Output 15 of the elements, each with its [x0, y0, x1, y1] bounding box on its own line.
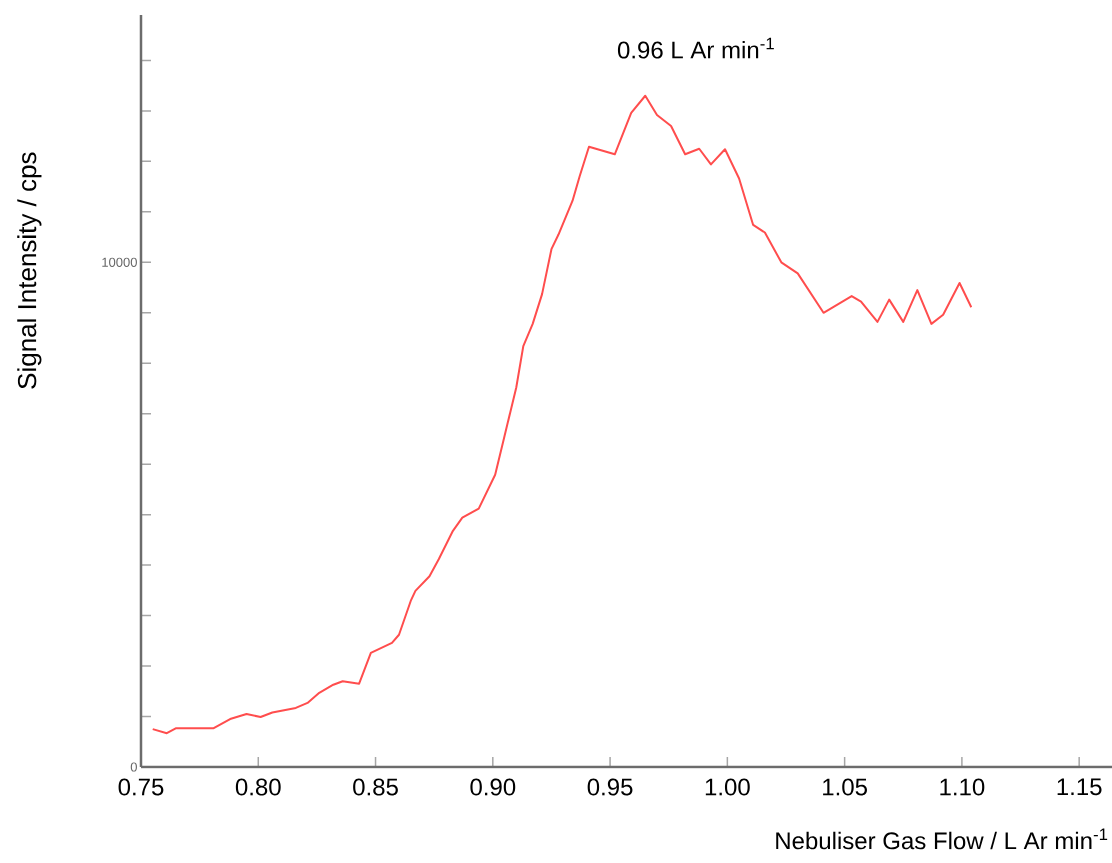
y-tick-label: 10000: [102, 257, 137, 267]
y-axis-title: Signal Intensity / cps: [17, 152, 42, 389]
x-tick-label: 1.15: [1057, 778, 1102, 796]
x-tick-label: 0.90: [470, 778, 516, 796]
x-tick-label: 1.00: [705, 778, 750, 796]
x-tick-label: 0.85: [353, 778, 398, 796]
y-tick-label: 0: [130, 762, 137, 772]
x-tick-label: 1.10: [940, 778, 985, 796]
x-tick-label: 0.80: [235, 778, 281, 796]
annotation: 0.96 L Ar min$^{-1}$: [617, 37, 774, 59]
x-tick-label: 0.75: [118, 778, 164, 796]
line-series: [151, 94, 973, 735]
x-tick-label: 0.95: [587, 778, 633, 796]
x-tick-label: 1.05: [823, 778, 867, 796]
x-axis-title: Nebuliser Gas Flow / L Ar min$^{-1}$: [776, 828, 1108, 850]
